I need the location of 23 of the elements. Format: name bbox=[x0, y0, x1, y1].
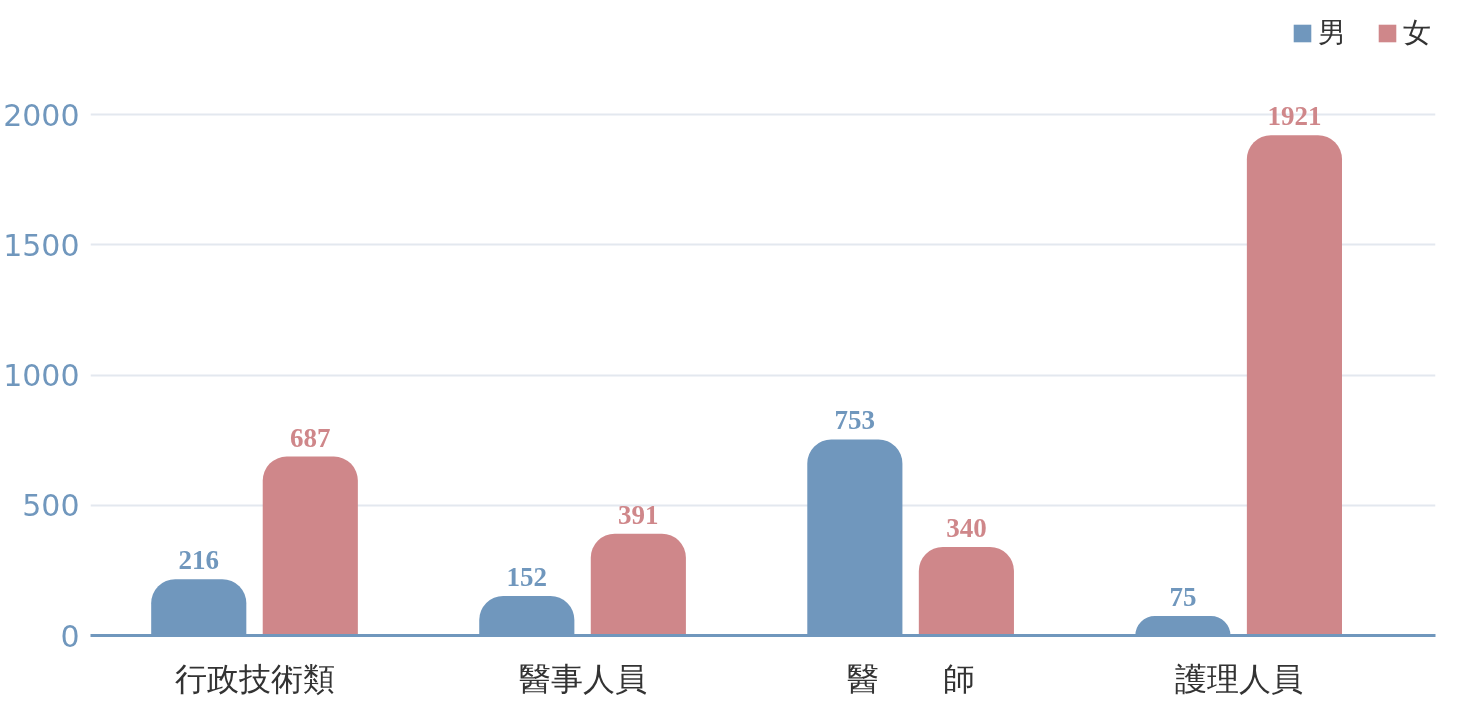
bar bbox=[1246, 135, 1343, 636]
y-tick-label: 500 bbox=[22, 488, 80, 524]
bar bbox=[590, 533, 686, 636]
data-label: 1921 bbox=[1267, 101, 1322, 132]
x-tick-label: 醫 師 bbox=[846, 659, 975, 698]
x-tick-label: 行政技術類 bbox=[174, 659, 335, 698]
data-label: 216 bbox=[178, 545, 220, 576]
y-tick-label: 0 bbox=[60, 618, 80, 654]
data-label: 340 bbox=[946, 512, 987, 543]
bar bbox=[918, 546, 1014, 636]
y-tick-label: 1000 bbox=[3, 358, 80, 394]
bar bbox=[262, 456, 358, 636]
y-tick-label: 1500 bbox=[3, 227, 80, 263]
data-label: 75 bbox=[1169, 581, 1197, 612]
data-label: 391 bbox=[618, 499, 659, 530]
y-tick-label: 2000 bbox=[3, 97, 80, 133]
legend-label: 男 bbox=[1318, 15, 1346, 51]
data-label: 152 bbox=[506, 561, 548, 592]
data-label: 753 bbox=[834, 405, 876, 436]
legend-label: 女 bbox=[1403, 15, 1431, 51]
data-label: 687 bbox=[290, 422, 331, 453]
x-tick-label: 護理人員 bbox=[1174, 659, 1303, 698]
x-tick-label: 醫事人員 bbox=[518, 659, 647, 698]
